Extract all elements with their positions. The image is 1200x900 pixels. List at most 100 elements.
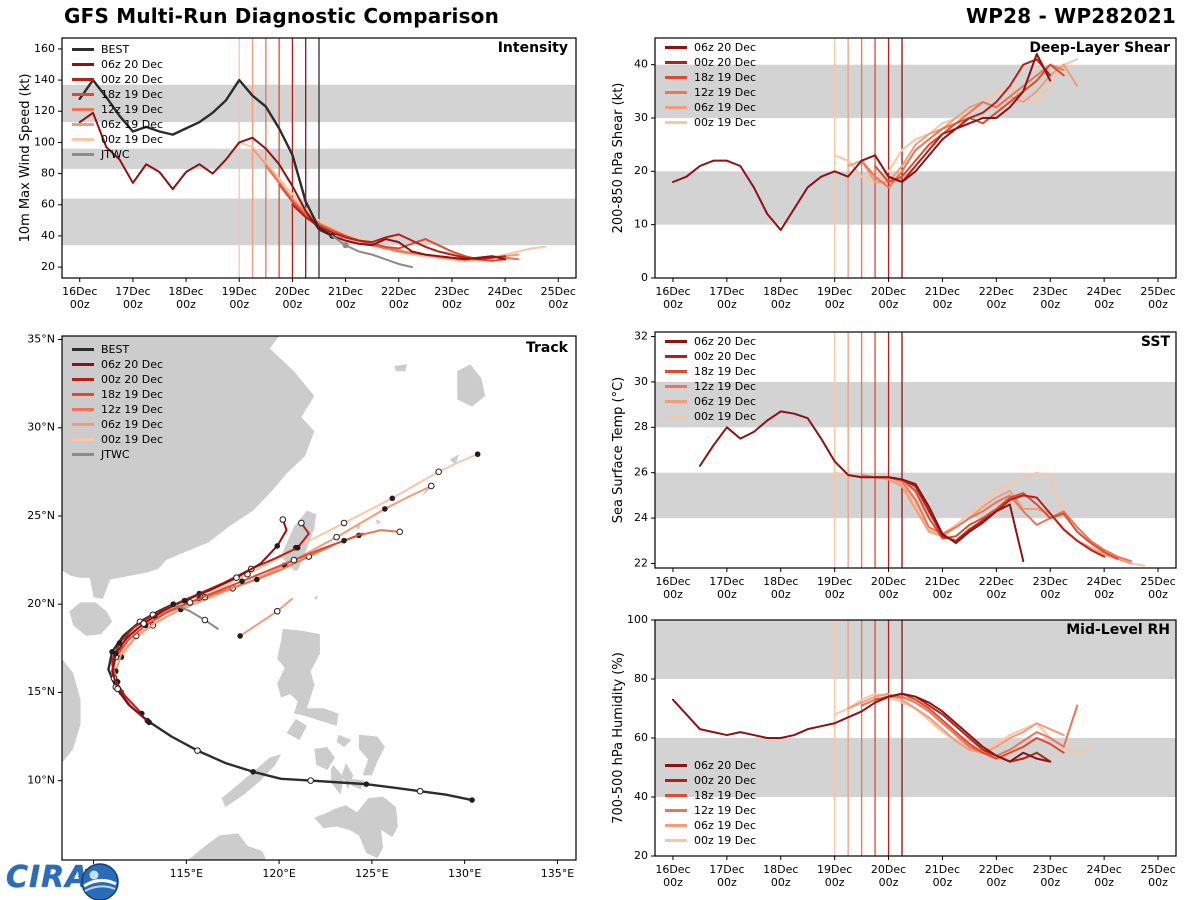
legend-swatch-g06z19 bbox=[665, 400, 687, 403]
intensity-panel: Intensity BEST 06z 20 Dec 00z 20 Dec 18z 19… bbox=[14, 28, 608, 328]
legend-item-g00z20: 00z 20 Dec bbox=[72, 372, 163, 387]
legend-item-best: BEST bbox=[72, 42, 163, 57]
legend-label-g06z19: 06z 19 Dec bbox=[101, 118, 164, 131]
legend-item-g00z19: 00z 19 Dec bbox=[72, 132, 163, 147]
rh-panel: Mid-Level RH 06z 20 Dec 00z 20 Dec 18z 19 … bbox=[607, 610, 1188, 900]
track-legend: BEST 06z 20 Dec 00z 20 Dec 18z 19 Dec 12z 19… bbox=[72, 342, 163, 462]
legend-swatch-g18z19 bbox=[72, 93, 94, 96]
legend-item-g00z20: 00z 20 Dec bbox=[72, 72, 163, 87]
legend-swatch-g12z19 bbox=[665, 385, 687, 388]
legend-swatch-g00z20 bbox=[665, 61, 687, 64]
legend-label-g00z20: 00z 20 Dec bbox=[101, 73, 164, 86]
legend-label-g12z19: 12z 19 Dec bbox=[101, 103, 164, 116]
legend-swatch-g06z19 bbox=[72, 123, 94, 126]
legend-swatch-g12z19 bbox=[72, 108, 94, 111]
legend-item-jtwc: JTWC bbox=[72, 147, 163, 162]
rh-legend: 06z 20 Dec 00z 20 Dec 18z 19 Dec 12z 19 Dec… bbox=[665, 758, 756, 848]
legend-label-g00z19: 00z 19 Dec bbox=[694, 116, 757, 129]
legend-swatch-g06z19 bbox=[665, 824, 687, 827]
legend-swatch-g18z19 bbox=[665, 76, 687, 79]
legend-swatch-g18z19 bbox=[72, 393, 94, 396]
legend-label-best: BEST bbox=[101, 43, 130, 56]
legend-label-g00z20: 00z 20 Dec bbox=[694, 56, 757, 69]
shear-chart-canvas bbox=[607, 28, 1188, 328]
legend-item-g18z19: 18z 19 Dec bbox=[72, 87, 163, 102]
legend-label-jtwc: JTWC bbox=[101, 148, 130, 161]
legend-label-g06z20: 06z 20 Dec bbox=[694, 41, 757, 54]
legend-swatch-g12z19 bbox=[665, 91, 687, 94]
legend-label-g12z19: 12z 19 Dec bbox=[101, 403, 164, 416]
legend-item-g00z20: 00z 20 Dec bbox=[665, 55, 756, 70]
legend-label-g18z19: 18z 19 Dec bbox=[101, 88, 164, 101]
legend-item-g06z19: 06z 19 Dec bbox=[72, 417, 163, 432]
legend-label-g06z19: 06z 19 Dec bbox=[101, 418, 164, 431]
legend-item-g00z19: 00z 19 Dec bbox=[665, 833, 756, 848]
track-panel: Track BEST 06z 20 Dec 00z 20 Dec 18z 19 Dec… bbox=[14, 326, 608, 892]
legend-item-g18z19: 18z 19 Dec bbox=[665, 788, 756, 803]
page-title: GFS Multi-Run Diagnostic Comparison bbox=[64, 4, 500, 28]
legend-swatch-g00z19 bbox=[72, 438, 94, 441]
legend-item-best: BEST bbox=[72, 342, 163, 357]
legend-label-g00z19: 00z 19 Dec bbox=[694, 834, 757, 847]
legend-label-g18z19: 18z 19 Dec bbox=[694, 71, 757, 84]
globe-icon bbox=[80, 863, 119, 900]
track-map-canvas bbox=[14, 326, 608, 892]
legend-label-g00z20: 00z 20 Dec bbox=[101, 373, 164, 386]
legend-item-g06z19: 06z 19 Dec bbox=[665, 394, 756, 409]
cira-logo: CIRA bbox=[6, 852, 120, 900]
legend-label-g06z19: 06z 19 Dec bbox=[694, 395, 757, 408]
legend-swatch-best bbox=[72, 48, 94, 51]
legend-label-g00z20: 00z 20 Dec bbox=[694, 774, 757, 787]
legend-label-g06z20: 06z 20 Dec bbox=[694, 335, 757, 348]
intensity-panel-title: Intensity bbox=[497, 40, 568, 56]
sst-panel-title: SST bbox=[1140, 334, 1170, 350]
legend-item-g12z19: 12z 19 Dec bbox=[665, 85, 756, 100]
legend-label-g12z19: 12z 19 Dec bbox=[694, 380, 757, 393]
rh-chart-canvas bbox=[607, 610, 1188, 900]
sst-panel: SST 06z 20 Dec 00z 20 Dec 18z 19 Dec 12z 19… bbox=[607, 322, 1188, 620]
legend-label-g12z19: 12z 19 Dec bbox=[694, 804, 757, 817]
legend-item-g06z20: 06z 20 Dec bbox=[72, 357, 163, 372]
legend-label-g00z19: 00z 19 Dec bbox=[101, 133, 164, 146]
legend-label-g06z20: 06z 20 Dec bbox=[101, 358, 164, 371]
legend-item-g00z20: 00z 20 Dec bbox=[665, 773, 756, 788]
legend-item-g00z19: 00z 19 Dec bbox=[665, 115, 756, 130]
legend-label-g18z19: 18z 19 Dec bbox=[694, 789, 757, 802]
legend-item-g06z20: 06z 20 Dec bbox=[665, 334, 756, 349]
legend-item-g12z19: 12z 19 Dec bbox=[665, 379, 756, 394]
legend-label-g00z20: 00z 20 Dec bbox=[694, 350, 757, 363]
rh-y-axis-label: 700-500 hPa Humidity (%) bbox=[611, 652, 626, 824]
legend-swatch-g06z20 bbox=[72, 63, 94, 66]
legend-swatch-g12z19 bbox=[72, 408, 94, 411]
legend-swatch-g00z20 bbox=[665, 779, 687, 782]
legend-item-g06z19: 06z 19 Dec bbox=[665, 100, 756, 115]
legend-label-g18z19: 18z 19 Dec bbox=[694, 365, 757, 378]
legend-swatch-g00z20 bbox=[72, 78, 94, 81]
shear-panel: Deep-Layer Shear 06z 20 Dec 00z 20 Dec 18z… bbox=[607, 28, 1188, 328]
legend-item-g06z19: 06z 19 Dec bbox=[665, 818, 756, 833]
legend-label-g18z19: 18z 19 Dec bbox=[101, 388, 164, 401]
legend-swatch-g00z20 bbox=[72, 378, 94, 381]
rh-panel-title: Mid-Level RH bbox=[1066, 622, 1170, 638]
legend-label-g12z19: 12z 19 Dec bbox=[694, 86, 757, 99]
legend-item-g06z19: 06z 19 Dec bbox=[72, 117, 163, 132]
storm-id: WP28 - WP282021 bbox=[966, 4, 1176, 28]
legend-label-g06z20: 06z 20 Dec bbox=[694, 759, 757, 772]
legend-item-g00z19: 00z 19 Dec bbox=[665, 409, 756, 424]
legend-swatch-jtwc bbox=[72, 453, 94, 456]
legend-label-jtwc: JTWC bbox=[101, 448, 130, 461]
legend-swatch-best bbox=[72, 348, 94, 351]
track-panel-title: Track bbox=[526, 340, 568, 356]
legend-item-jtwc: JTWC bbox=[72, 447, 163, 462]
legend-label-g06z19: 06z 19 Dec bbox=[694, 819, 757, 832]
legend-swatch-g06z20 bbox=[665, 764, 687, 767]
sst-chart-canvas bbox=[607, 322, 1188, 620]
legend-swatch-g06z20 bbox=[665, 340, 687, 343]
sst-legend: 06z 20 Dec 00z 20 Dec 18z 19 Dec 12z 19 Dec… bbox=[665, 334, 756, 424]
legend-item-g12z19: 12z 19 Dec bbox=[72, 402, 163, 417]
legend-swatch-g18z19 bbox=[665, 370, 687, 373]
shear-panel-title: Deep-Layer Shear bbox=[1029, 40, 1170, 56]
shear-legend: 06z 20 Dec 00z 20 Dec 18z 19 Dec 12z 19 Dec… bbox=[665, 40, 756, 130]
legend-swatch-g00z20 bbox=[665, 355, 687, 358]
